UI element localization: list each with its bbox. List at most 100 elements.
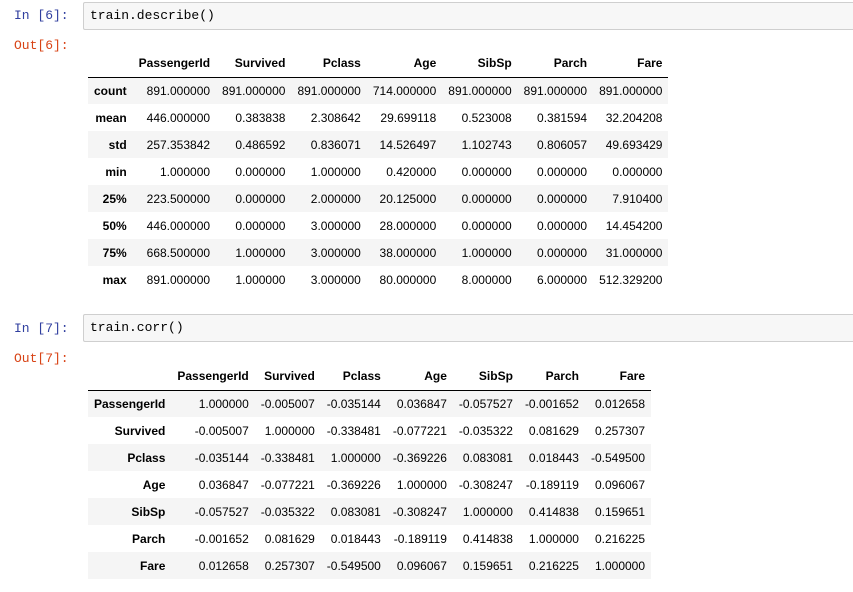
table-row: Fare 0.012658 0.257307 -0.549500 0.096067 0.1… xyxy=(88,552,652,579)
table-cell: 31.000000 xyxy=(605,245,663,260)
table-cell: 0.836071 xyxy=(310,137,361,152)
table-row: Parch -0.001652 0.081629 0.018443 -0.189119 0… xyxy=(88,525,651,552)
table-cell: 257.353842 xyxy=(146,137,211,152)
table-cell: 80.000000 xyxy=(379,272,437,287)
table-cell: 2.000000 xyxy=(310,191,361,206)
table-cell: 0.000000 xyxy=(461,218,512,233)
table-cell: 8.000000 xyxy=(461,272,512,287)
table-cell: 3.000000 xyxy=(310,272,361,287)
table-cell: 1.000000 xyxy=(198,396,249,411)
row-label: PassengerId xyxy=(94,396,166,411)
row-label: 25% xyxy=(102,191,127,206)
row-label: mean xyxy=(95,110,127,125)
table-cell: 0.083081 xyxy=(330,504,381,519)
table-cell: 0.083081 xyxy=(462,450,513,465)
table-cell: -0.005007 xyxy=(260,396,315,411)
table-cell: 0.414838 xyxy=(462,531,513,546)
table-cell: 891.000000 xyxy=(297,83,361,98)
table-cell: -0.035144 xyxy=(326,396,381,411)
row-label: Fare xyxy=(140,558,166,573)
table-cell: -0.189119 xyxy=(525,477,579,492)
table-cell: 20.125000 xyxy=(379,191,437,206)
table-cell: -0.308247 xyxy=(458,477,513,492)
table-cell: 891.000000 xyxy=(146,272,211,287)
table-header-row: PassengerId Survived Pclass Age SibSp Parch Fa… xyxy=(88,50,669,78)
table-cell: 1.000000 xyxy=(396,477,447,492)
table-cell: 0.000000 xyxy=(235,191,286,206)
column-header: Fare xyxy=(584,363,652,391)
table-cell: -0.077221 xyxy=(392,423,447,438)
table-cell: 891.000000 xyxy=(146,83,211,98)
table-cell: 891.000000 xyxy=(448,83,512,98)
code-text: train.corr() xyxy=(90,320,184,335)
table-cell: 0.036847 xyxy=(396,396,447,411)
table-row: Age 0.036847 -0.077221 -0.369226 1.000000 -0.… xyxy=(88,471,651,498)
table-cell: 0.000000 xyxy=(235,164,286,179)
table-cell: 2.308642 xyxy=(310,110,361,125)
row-label: SibSp xyxy=(131,504,166,519)
table-cell: 1.000000 xyxy=(461,245,512,260)
table-cell: -0.338481 xyxy=(260,450,315,465)
column-header: Survived xyxy=(254,363,321,391)
column-header: PassengerId xyxy=(132,50,217,78)
table-cell: 1.000000 xyxy=(310,164,361,179)
table-cell: 223.500000 xyxy=(146,191,211,206)
table-cell: 891.000000 xyxy=(222,83,286,98)
table-cell: -0.035144 xyxy=(194,450,249,465)
table-row: 25% 223.500000 0.000000 2.000000 20.125000 0.… xyxy=(88,185,669,212)
table-cell: 0.806057 xyxy=(537,137,588,152)
table-cell: 0.036847 xyxy=(198,477,249,492)
row-label: min xyxy=(105,164,127,179)
row-label: Parch xyxy=(132,531,166,546)
table-row: std 257.353842 0.486592 0.836071 14.526497 1.… xyxy=(88,131,669,158)
table-cell: -0.549500 xyxy=(590,450,646,465)
output-prompt: Out[7]: xyxy=(14,351,69,366)
table-cell: 49.693429 xyxy=(605,137,663,152)
table-cell: 29.699118 xyxy=(380,110,437,125)
table-cell: 1.000000 xyxy=(235,245,286,260)
row-label: 75% xyxy=(102,245,127,260)
table-cell: -0.338481 xyxy=(326,423,381,438)
table-cell: 0.159651 xyxy=(462,558,513,573)
table-cell: -0.189119 xyxy=(393,531,447,546)
table-cell: 668.500000 xyxy=(146,245,211,260)
table-cell: 38.000000 xyxy=(379,245,437,260)
table-cell: 891.000000 xyxy=(599,83,663,98)
table-cell: -0.369226 xyxy=(392,450,447,465)
input-prompt: In [6]: xyxy=(14,8,69,23)
table-cell: 0.000000 xyxy=(537,245,588,260)
table-cell: 0.012658 xyxy=(594,396,646,411)
code-input-area[interactable]: train.describe() xyxy=(83,2,853,30)
table-cell: 0.414838 xyxy=(528,504,579,519)
column-header: Survived xyxy=(216,50,292,78)
column-header: SibSp xyxy=(452,363,519,391)
table-cell: 0.000000 xyxy=(537,164,588,179)
column-header: Fare xyxy=(593,50,669,78)
table-cell: 0.096067 xyxy=(594,477,646,492)
column-header: Age xyxy=(386,363,453,391)
table-cell: -0.035322 xyxy=(260,504,315,519)
table-cell: 0.000000 xyxy=(235,218,286,233)
row-label: Pclass xyxy=(127,450,166,465)
table-cell: 0.216225 xyxy=(528,558,579,573)
table-row: 75% 668.500000 1.000000 3.000000 38.000000 1.… xyxy=(88,239,669,266)
correlation-table: PassengerId Survived Pclass Age SibSp Parch Fa… xyxy=(88,363,652,579)
column-header: PassengerId xyxy=(171,363,255,391)
table-cell: 0.420000 xyxy=(386,164,437,179)
table-cell: -0.035322 xyxy=(458,423,513,438)
table-row: Pclass -0.035144 -0.338481 1.000000 -0.36922… xyxy=(88,444,652,471)
table-cell: 6.000000 xyxy=(537,272,588,287)
table-cell: -0.001652 xyxy=(524,396,579,411)
table-cell: -0.077221 xyxy=(260,477,315,492)
table-cell: 3.000000 xyxy=(310,245,361,260)
table-cell: 0.081629 xyxy=(264,531,315,546)
column-header: Pclass xyxy=(320,363,387,391)
code-input-area[interactable]: train.corr() xyxy=(83,314,853,342)
table-cell: -0.005007 xyxy=(194,423,249,438)
table-cell: 1.000000 xyxy=(330,450,381,465)
table-cell: 0.081629 xyxy=(528,423,579,438)
table-cell: 446.000000 xyxy=(146,218,211,233)
table-cell: 0.096067 xyxy=(396,558,447,573)
table-cell: 1.000000 xyxy=(159,164,211,179)
table-cell: 1.000000 xyxy=(528,531,579,546)
